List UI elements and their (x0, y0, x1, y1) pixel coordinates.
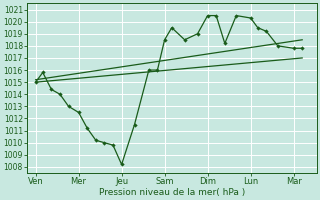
X-axis label: Pression niveau de la mer( hPa ): Pression niveau de la mer( hPa ) (99, 188, 245, 197)
